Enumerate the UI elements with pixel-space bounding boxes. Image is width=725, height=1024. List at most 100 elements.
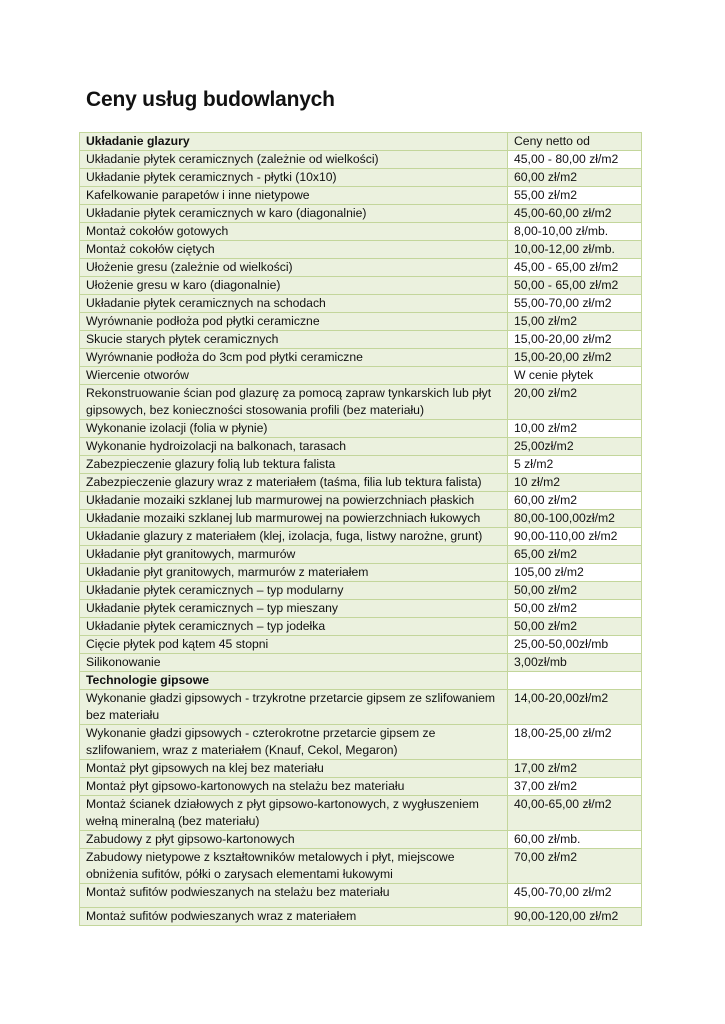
table-row: Układanie mozaiki szklanej lub marmurowe… [79, 509, 642, 528]
table-row: Ułożenie gresu (zależnie od wielkości) 45… [79, 258, 642, 277]
service-name: Układanie mozaiki szklanej lub marmurowe… [79, 509, 508, 528]
table-row: Zabezpieczenie glazury wraz z materiałem… [79, 473, 642, 492]
service-price: 55,00-70,00 zł/m2 [507, 294, 642, 313]
table-row: Wiercenie otworów W cenie płytek [79, 366, 642, 385]
table-row: Układanie płytek ceramicznych (zależnie … [79, 150, 642, 169]
service-price: 70,00 zł/m2 [507, 848, 642, 884]
service-price: 45,00 - 65,00 zł/m2 [507, 258, 642, 277]
service-name: Wykonanie izolacji (folia w płynie) [79, 419, 508, 438]
service-name: Układanie płyt granitowych, marmurów [79, 545, 508, 564]
page-title: Ceny usług budowlanych [86, 88, 335, 111]
service-name: Technologie gipsowe [79, 671, 508, 690]
table-row: Wykonanie gładzi gipsowych - czterokrotn… [79, 724, 642, 760]
service-name: Układanie płytek ceramicznych na schodac… [79, 294, 508, 313]
service-name: Montaż ścianek działowych z płyt gipsowo… [79, 795, 508, 831]
service-name: Montaż cokołów gotowych [79, 222, 508, 241]
service-price: 45,00-70,00 zł/m2 [507, 883, 642, 908]
table-row: Montaż cokołów gotowych 8,00-10,00 zł/mb. [79, 222, 642, 241]
service-name: Układanie płytek ceramicznych (zależnie … [79, 150, 508, 169]
service-name: Zabudowy nietypowe z kształtowników meta… [79, 848, 508, 884]
service-name: Wykonanie hydroizolacji na balkonach, ta… [79, 437, 508, 456]
service-name: Montaż płyt gipsowo-kartonowych na stela… [79, 777, 508, 796]
service-price: 17,00 zł/m2 [507, 759, 642, 778]
service-price: 20,00 zł/m2 [507, 384, 642, 420]
table-row: Zabudowy z płyt gipsowo-kartonowych 60,00… [79, 830, 642, 849]
service-name: Montaż sufitów podwieszanych wraz z mate… [79, 907, 508, 926]
service-name: Skucie starych płytek ceramicznych [79, 330, 508, 349]
service-price: 60,00 zł/m2 [507, 491, 642, 510]
table-row: Układanie płytek ceramicznych - płytki (… [79, 168, 642, 187]
table-row: Silikonowanie 3,00zł/mb [79, 653, 642, 672]
service-name: Układanie płytek ceramicznych – typ modu… [79, 581, 508, 600]
service-price: 50,00 - 65,00 zł/m2 [507, 276, 642, 295]
table-header-row: Układanie glazury Ceny netto od [79, 132, 642, 151]
table-row: Układanie płytek ceramicznych na schodac… [79, 294, 642, 313]
price-table: Układanie glazury Ceny netto od Układani… [79, 132, 642, 926]
service-name: Kafelkowanie parapetów i inne nietypowe [79, 186, 508, 205]
service-price: 15,00-20,00 zł/m2 [507, 330, 642, 349]
service-price: 25,00zł/m2 [507, 437, 642, 456]
service-price: 15,00 zł/m2 [507, 312, 642, 331]
header-service: Układanie glazury [79, 132, 508, 151]
table-row: Układanie płytek ceramicznych – typ mies… [79, 599, 642, 618]
service-price: 10,00-12,00 zł/mb. [507, 240, 642, 259]
service-price: 80,00-100,00zł/m2 [507, 509, 642, 528]
table-row: Wyrównanie podłoża pod płytki ceramiczne… [79, 312, 642, 331]
table-row: Ułożenie gresu w karo (diagonalnie) 50,00… [79, 276, 642, 295]
service-price: 60,00 zł/mb. [507, 830, 642, 849]
service-price: 105,00 zł/m2 [507, 563, 642, 582]
table-row: Kafelkowanie parapetów i inne nietypowe 5… [79, 186, 642, 205]
table-row: Montaż cokołów ciętych 10,00-12,00 zł/mb. [79, 240, 642, 259]
service-price: 55,00 zł/m2 [507, 186, 642, 205]
table-row: Montaż płyt gipsowo-kartonowych na stela… [79, 777, 642, 796]
table-row: Montaż płyt gipsowych na klej bez materi… [79, 759, 642, 778]
service-price: 90,00-110,00 zł/m2 [507, 527, 642, 546]
service-name: Ułożenie gresu w karo (diagonalnie) [79, 276, 508, 295]
service-price: 90,00-120,00 zł/m2 [507, 907, 642, 926]
service-price: 37,00 zł/m2 [507, 777, 642, 796]
table-row: Układanie glazury z materiałem (klej, iz… [79, 527, 642, 546]
service-price: 10 zł/m2 [507, 473, 642, 492]
service-name: Wykonanie gładzi gipsowych - czterokrotn… [79, 724, 508, 760]
service-name: Układanie glazury z materiałem (klej, iz… [79, 527, 508, 546]
service-name: Układanie mozaiki szklanej lub marmurowe… [79, 491, 508, 510]
table-row: Wyrównanie podłoża do 3cm pod płytki cer… [79, 348, 642, 367]
table-row: Montaż ścianek działowych z płyt gipsowo… [79, 795, 642, 831]
service-name: Montaż sufitów podwieszanych na stelażu … [79, 883, 508, 908]
service-price: 3,00zł/mb [507, 653, 642, 672]
service-name: Montaż płyt gipsowych na klej bez materi… [79, 759, 508, 778]
table-row: Układanie płytek ceramicznych – typ jode… [79, 617, 642, 636]
service-price: W cenie płytek [507, 366, 642, 385]
table-row: Montaż sufitów podwieszanych wraz z mate… [79, 907, 642, 926]
service-name: Zabezpieczenie glazury wraz z materiałem… [79, 473, 508, 492]
service-price: 50,00 zł/m2 [507, 617, 642, 636]
service-price: 65,00 zł/m2 [507, 545, 642, 564]
table-row: Układanie płyt granitowych, marmurów z m… [79, 563, 642, 582]
table-row: Cięcie płytek pod kątem 45 stopni 25,00-5… [79, 635, 642, 654]
table-row: Rekonstruowanie ścian pod glazurę za pom… [79, 384, 642, 420]
service-name: Układanie płytek ceramicznych - płytki (… [79, 168, 508, 187]
service-name: Układanie płytek ceramicznych – typ mies… [79, 599, 508, 618]
service-name: Wiercenie otworów [79, 366, 508, 385]
service-price: 18,00-25,00 zł/m2 [507, 724, 642, 760]
service-price: 14,00-20,00zł/m2 [507, 689, 642, 725]
service-name: Rekonstruowanie ścian pod glazurę za pom… [79, 384, 508, 420]
service-name: Silikonowanie [79, 653, 508, 672]
table-row: Wykonanie izolacji (folia w płynie) 10,00… [79, 419, 642, 438]
service-price: 60,00 zł/m2 [507, 168, 642, 187]
service-price: 15,00-20,00 zł/m2 [507, 348, 642, 367]
service-name: Wyrównanie podłoża do 3cm pod płytki cer… [79, 348, 508, 367]
service-name: Wykonanie gładzi gipsowych - trzykrotne … [79, 689, 508, 725]
service-price: 10,00 zł/m2 [507, 419, 642, 438]
section-header-row: Technologie gipsowe [79, 671, 642, 690]
service-price: 50,00 zł/m2 [507, 599, 642, 618]
table-row: Montaż sufitów podwieszanych na stelażu … [79, 883, 642, 908]
table-row: Wykonanie gładzi gipsowych - trzykrotne … [79, 689, 642, 725]
table-row: Układanie płyt granitowych, marmurów 65,0… [79, 545, 642, 564]
service-name: Ułożenie gresu (zależnie od wielkości) [79, 258, 508, 277]
table-row: Skucie starych płytek ceramicznych 15,00-… [79, 330, 642, 349]
service-price [507, 671, 642, 690]
service-price: 45,00 - 80,00 zł/m2 [507, 150, 642, 169]
service-price: 45,00-60,00 zł/m2 [507, 204, 642, 223]
service-name: Wyrównanie podłoża pod płytki ceramiczne [79, 312, 508, 331]
